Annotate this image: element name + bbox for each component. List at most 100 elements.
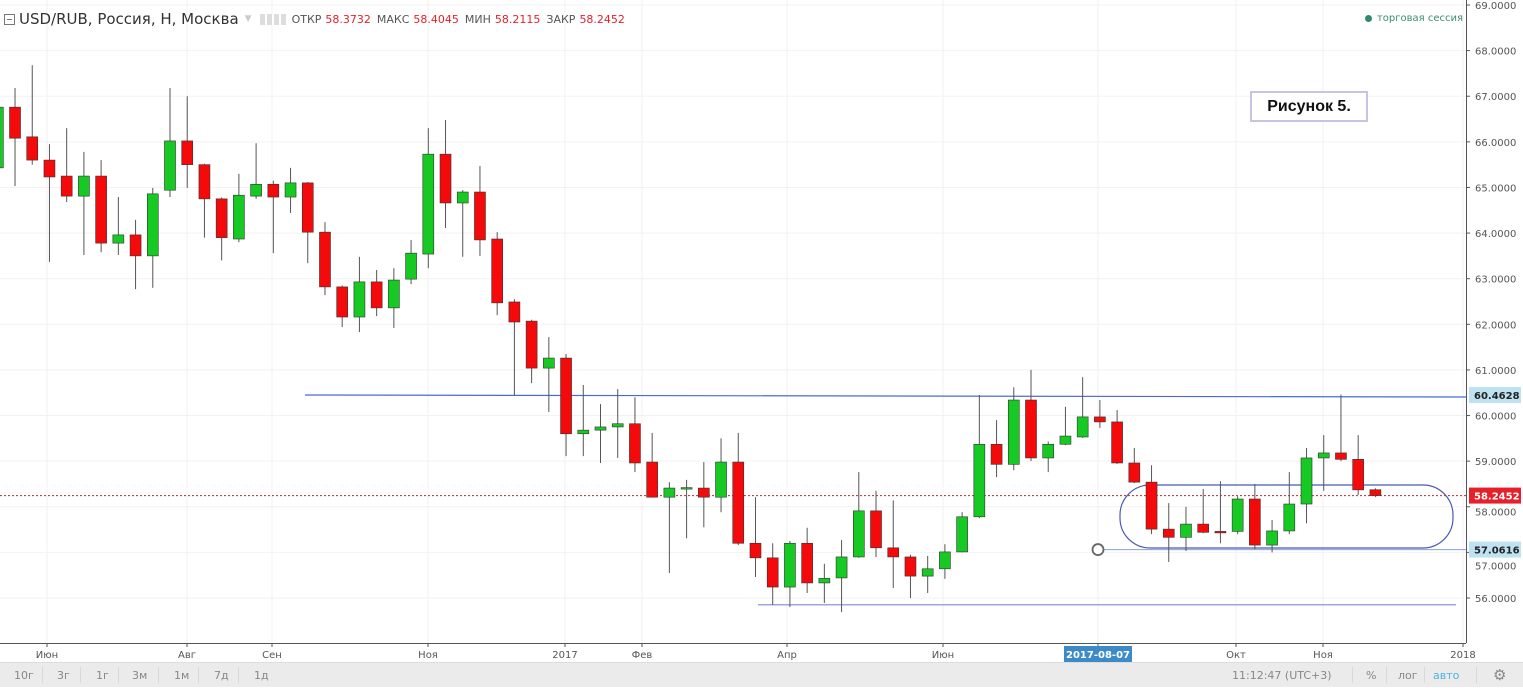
candle-body-down	[181, 140, 194, 165]
candle	[388, 268, 400, 328]
candle	[456, 190, 469, 257]
candle	[319, 222, 331, 296]
close-label: ЗАКР	[546, 12, 576, 26]
candle-body-down	[370, 281, 383, 309]
candle	[680, 479, 693, 539]
candle	[353, 256, 366, 333]
range-1d[interactable]: 1д	[254, 669, 269, 682]
candle	[525, 319, 538, 384]
figure-annotation[interactable]: Рисунок 5.	[1250, 91, 1368, 122]
candle-body-up	[543, 357, 555, 369]
candle	[78, 151, 90, 255]
candle-body-up	[353, 281, 366, 318]
clock[interactable]: 11:12:47 (UTC+3)	[1232, 669, 1332, 682]
level-price-label-bg	[1469, 541, 1521, 558]
candle-body-down	[60, 175, 73, 197]
candle-body-down	[26, 136, 39, 161]
candle	[181, 96, 194, 188]
y-tick-label: 64.0000	[1475, 229, 1516, 240]
session-indicator: торговая сессия	[1364, 13, 1463, 24]
candle-body-down	[1128, 462, 1141, 483]
candle	[491, 232, 503, 316]
candle	[1249, 483, 1261, 550]
candle-body-up	[852, 510, 865, 558]
candle	[301, 181, 314, 264]
candle	[663, 482, 676, 573]
level-price-label-bg	[1469, 387, 1521, 403]
x-tick-label: Июн	[36, 650, 58, 661]
candle	[594, 404, 607, 463]
candle-body-down	[1335, 452, 1347, 460]
y-tick-label: 68.0000	[1475, 47, 1516, 58]
candle	[198, 163, 211, 238]
candle	[749, 497, 762, 578]
candle-body-down	[525, 320, 538, 369]
candle-body-up	[611, 423, 624, 428]
candle	[543, 337, 555, 412]
candle-body-down	[319, 231, 331, 288]
candlestick-chart[interactable]: 69.0000 68.0000 67.0000 66.0000 65.0000 64.00…	[0, 0, 1523, 662]
candle-body-up	[233, 194, 245, 240]
candle-body-down	[1162, 528, 1175, 538]
candle-body-down	[9, 106, 21, 139]
symbol-title[interactable]: USD/RUB, Россия, Н, Москва	[19, 10, 239, 28]
log-toggle[interactable]: лог	[1398, 669, 1418, 682]
candle-body-down	[732, 461, 745, 544]
low-value: 58.2115	[494, 12, 541, 26]
last-price-label: 58.2452	[1474, 492, 1520, 503]
candle	[233, 173, 245, 243]
collapse-icon[interactable]	[4, 13, 15, 25]
candle-body-down	[474, 191, 486, 241]
range-7d[interactable]: 7д	[214, 669, 229, 682]
candle-body-up	[146, 193, 159, 257]
chevron-down-icon[interactable]: ▼	[244, 14, 252, 24]
y-tick-label: 63.0000	[1475, 275, 1516, 286]
candle	[284, 167, 297, 214]
candle-body-down	[198, 164, 211, 200]
x-tick-label: 2018	[1450, 650, 1475, 661]
candle-body-up	[1266, 530, 1278, 546]
candle	[215, 197, 228, 261]
candle	[112, 197, 125, 255]
x-tick-label: Апр	[777, 650, 797, 661]
chart-legend: USD/RUB, Россия, Н, Москва ▼ ОТКР 58.373…	[4, 9, 625, 29]
candle-body-up	[1300, 457, 1313, 505]
y-tick-label: 56.0000	[1475, 594, 1516, 605]
candle-body-down	[129, 234, 142, 257]
candle-body-up	[1042, 443, 1055, 459]
candle-body-down	[43, 159, 56, 178]
range-3y[interactable]: 3г	[57, 669, 70, 682]
candle	[1352, 435, 1364, 495]
candle-body-up	[1076, 416, 1089, 438]
candle	[146, 187, 159, 288]
candle-body-down	[629, 423, 641, 464]
candle	[26, 65, 39, 165]
range-3m[interactable]: 3м	[132, 669, 148, 682]
candle	[629, 397, 641, 473]
candle-body-down	[1145, 481, 1158, 530]
candle-body-down	[508, 301, 521, 323]
candle	[370, 270, 383, 317]
candle	[1111, 410, 1123, 464]
candle-body-down	[766, 557, 779, 588]
candle	[921, 556, 934, 593]
auto-toggle[interactable]: авто	[1433, 669, 1460, 682]
candle-body-down	[990, 443, 1003, 465]
bottom-toolbar: 10г 3г 1г 3м 1м 7д 1д 11:12:47 (UTC+3) %…	[0, 662, 1523, 687]
candle	[715, 438, 727, 513]
candle	[336, 285, 349, 328]
x-tick-label: Авг	[178, 650, 196, 661]
bar-style-icon[interactable]	[259, 13, 286, 25]
candle-body-up	[456, 191, 469, 204]
candle-body-up	[405, 252, 417, 280]
candle	[1042, 441, 1055, 473]
range-1m[interactable]: 1м	[174, 669, 190, 682]
range-10y[interactable]: 10г	[14, 669, 34, 682]
candle	[439, 119, 452, 229]
candle-body-down	[215, 198, 228, 238]
range-1y[interactable]: 1г	[96, 669, 109, 682]
percent-toggle[interactable]: %	[1366, 669, 1377, 682]
candle	[129, 219, 142, 290]
drag-handle-icon[interactable]	[1091, 543, 1105, 556]
gear-icon[interactable]: ⚙	[1493, 666, 1507, 684]
